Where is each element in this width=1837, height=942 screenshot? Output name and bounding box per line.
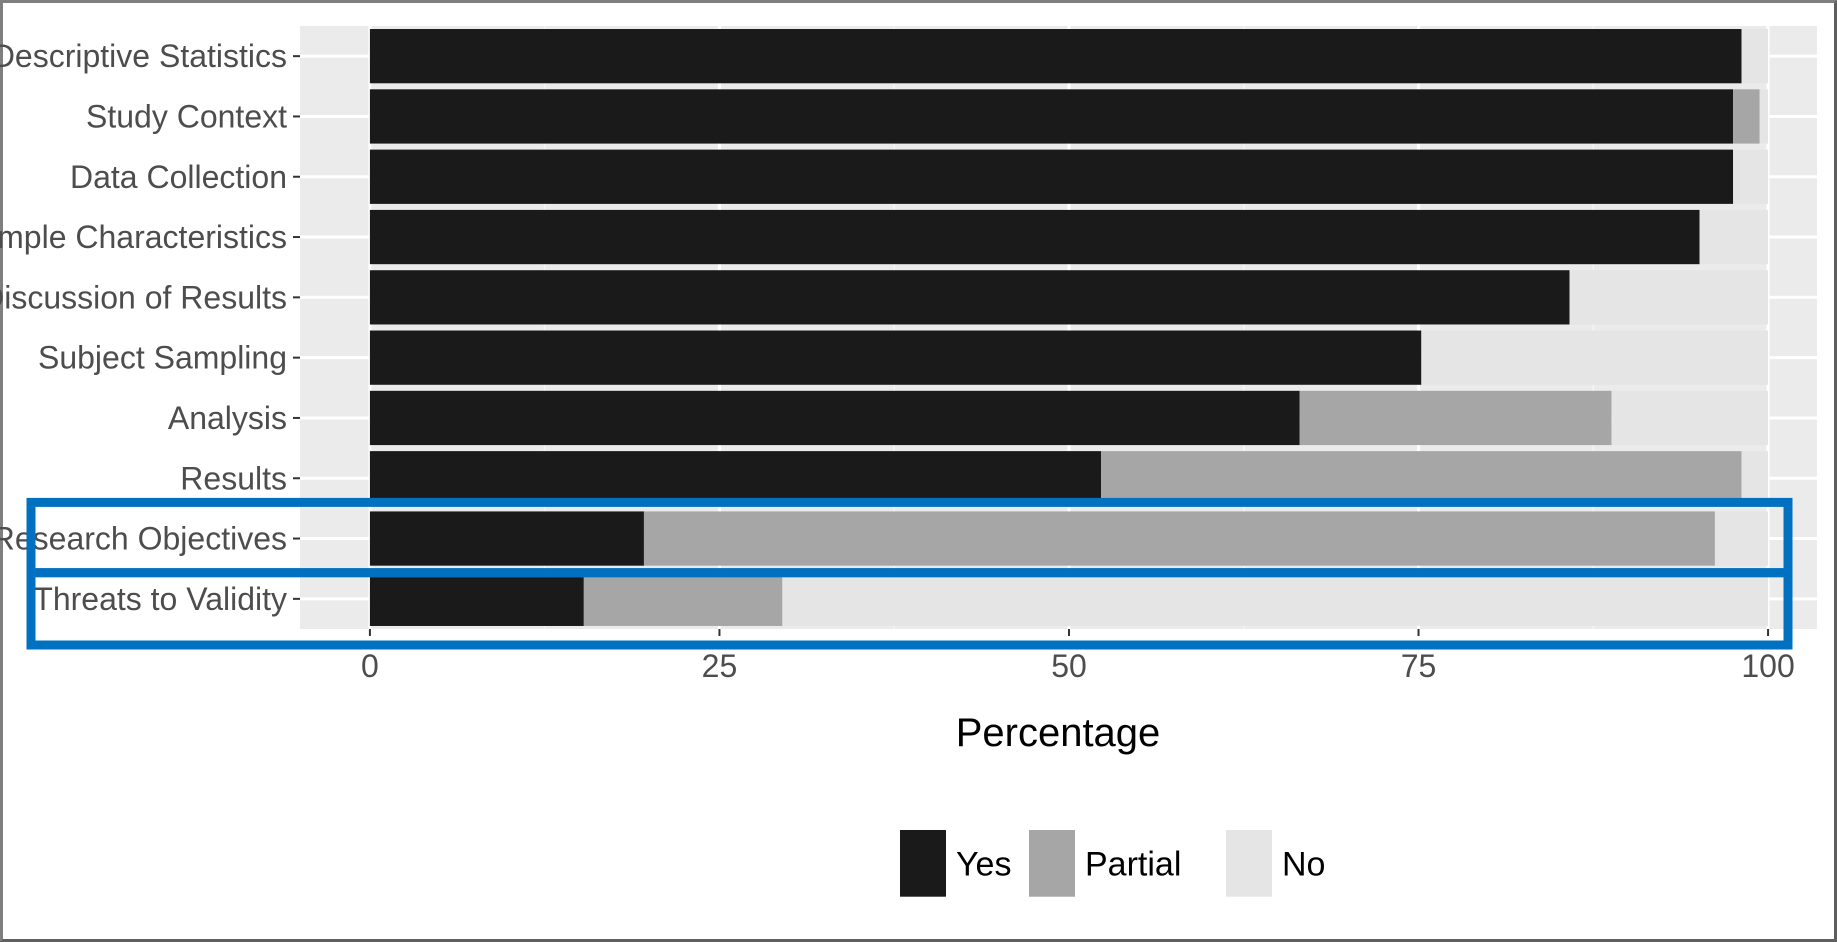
bar-no	[1714, 511, 1769, 566]
bar-no	[1699, 209, 1769, 265]
bar-no	[1733, 149, 1769, 204]
y-tick-label: Research Objectives	[0, 521, 287, 557]
bar-partial	[643, 511, 1715, 566]
bar-no	[1759, 89, 1769, 144]
bar-no	[1741, 451, 1769, 506]
bar-yes	[369, 330, 1422, 385]
legend-key-yes	[900, 830, 946, 897]
highlight-box	[26, 568, 1793, 650]
bar-no	[782, 571, 1769, 626]
bar-yes	[369, 571, 584, 626]
bar-partial	[1299, 390, 1612, 446]
x-tick-label: 0	[361, 648, 379, 684]
legend-label-yes: Yes	[956, 846, 1011, 884]
legend-label-no: No	[1282, 846, 1325, 884]
y-tick-label: Results	[180, 460, 287, 496]
y-tick-label: Data Collection	[70, 159, 287, 195]
bar-no	[1421, 330, 1769, 385]
x-tick-label: 100	[1741, 648, 1794, 684]
x-tick-label: 50	[1051, 648, 1087, 684]
legend-key-no	[1226, 830, 1272, 897]
x-axis: 0 25 50 75 100	[361, 629, 1795, 684]
bars	[369, 29, 1769, 626]
bar-partial	[1101, 451, 1742, 506]
bar-yes	[369, 149, 1734, 204]
y-tick-label: Study Context	[86, 98, 287, 134]
bar-yes	[369, 511, 644, 566]
y-tick-label: Descriptive Statistics	[0, 38, 287, 74]
bar-partial	[1733, 89, 1760, 144]
legend: Yes Partial No	[900, 830, 1325, 897]
bar-no	[1569, 270, 1769, 325]
bar-no	[1741, 29, 1769, 84]
bar-yes	[369, 209, 1700, 265]
bar-partial	[583, 571, 783, 626]
y-tick-label: Threats to Validity	[33, 581, 287, 617]
highlight-boxes	[26, 497, 1793, 650]
bar-yes	[369, 29, 1742, 84]
bar-yes	[369, 451, 1102, 506]
legend-label-partial: Partial	[1085, 846, 1181, 884]
bar-yes	[369, 89, 1734, 144]
bar-no	[1611, 390, 1769, 446]
x-tick-label: 25	[702, 648, 738, 684]
y-tick-label: Sample Characteristics	[0, 219, 287, 255]
x-axis-title: Percentage	[956, 711, 1161, 755]
bar-yes	[369, 270, 1570, 325]
x-tick-label: 75	[1401, 648, 1437, 684]
y-tick-label: Analysis	[168, 400, 287, 436]
y-tick-label: Discussion of Results	[0, 279, 287, 315]
y-tick-label: Subject Sampling	[38, 340, 287, 376]
y-axis: Descriptive Statistics Study Context Data …	[0, 38, 300, 617]
legend-key-partial	[1029, 830, 1075, 897]
bar-yes	[369, 390, 1300, 446]
